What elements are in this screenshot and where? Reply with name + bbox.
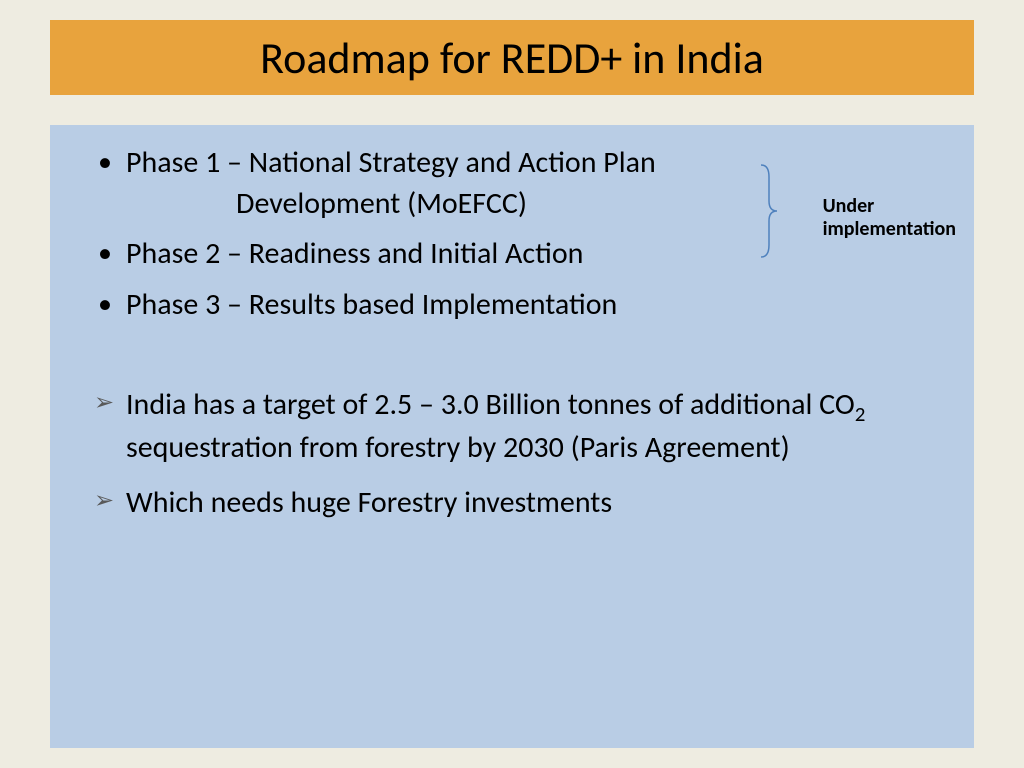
note-list: India has a target of 2.5 – 3.0 Billion … bbox=[98, 385, 944, 523]
slide-title: Roadmap for REDD+ in India bbox=[260, 31, 764, 85]
co2-subscript: 2 bbox=[855, 401, 866, 427]
phase-3-text: Phase 3 – Results based Implementation bbox=[126, 286, 617, 323]
annotation-line1: Under bbox=[823, 195, 956, 218]
annotation-line2: implementation bbox=[823, 218, 956, 241]
content-box: Phase 1 – National Strategy and Action P… bbox=[50, 125, 974, 748]
phase-2-text: Phase 2 – Readiness and Initial Action bbox=[126, 235, 583, 272]
phase-list: Phase 1 – National Strategy and Action P… bbox=[98, 143, 944, 325]
note-target: India has a target of 2.5 – 3.0 Billion … bbox=[98, 385, 944, 469]
phase-1: Phase 1 – National Strategy and Action P… bbox=[98, 143, 944, 224]
note-investment-text: Which needs huge Forestry investments bbox=[126, 484, 612, 521]
phase-1-line1: Phase 1 – National Strategy and Action P… bbox=[126, 144, 656, 181]
note-target-suffix: sequestration from forestry by 2030 (Par… bbox=[126, 429, 790, 466]
phase-2: Phase 2 – Readiness and Initial Action bbox=[98, 234, 944, 275]
phase-1-line2: Development (MoEFCC) bbox=[126, 184, 944, 225]
annotation-label: Under implementation bbox=[823, 195, 956, 241]
note-investment: Which needs huge Forestry investments bbox=[98, 483, 944, 524]
phase-3: Phase 3 – Results based Implementation bbox=[98, 285, 944, 326]
note-target-prefix: India has a target of 2.5 – 3.0 Billion … bbox=[126, 386, 855, 423]
brace-icon bbox=[757, 163, 779, 259]
slide-title-bar: Roadmap for REDD+ in India bbox=[50, 20, 974, 95]
